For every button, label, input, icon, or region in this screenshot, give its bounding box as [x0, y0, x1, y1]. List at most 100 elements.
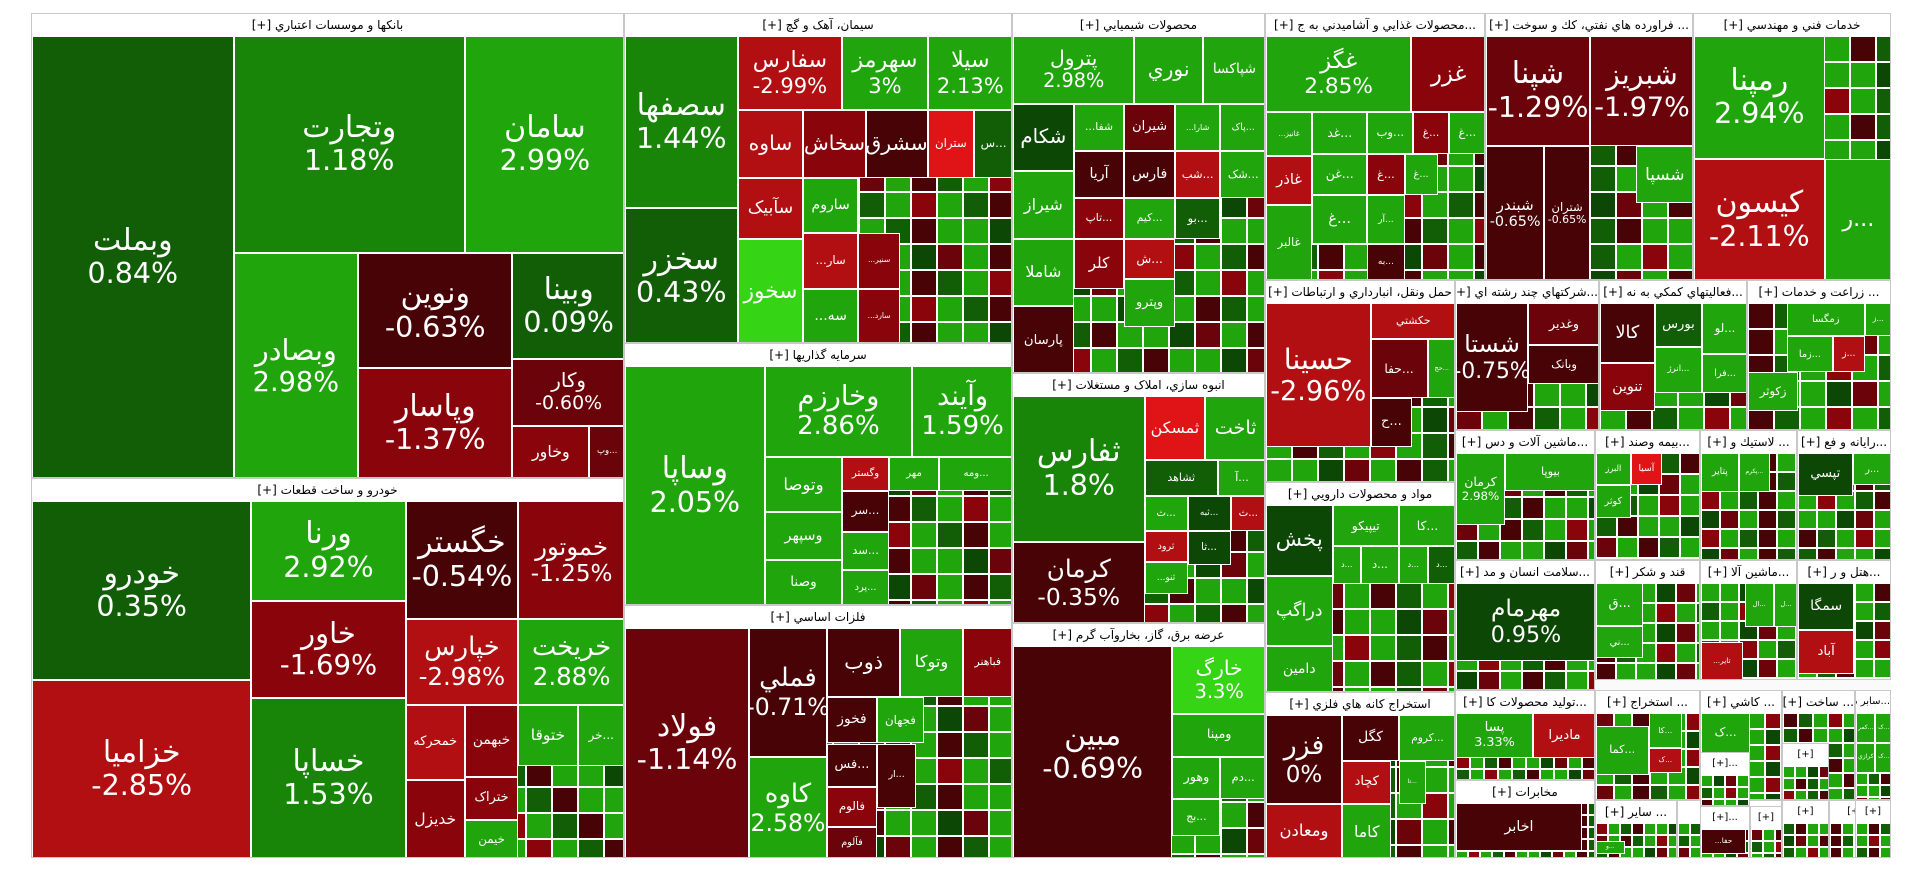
stock-tile[interactable]: کيسون -2.11% [1694, 158, 1825, 279]
small-tile[interactable] [1843, 788, 1854, 799]
small-tile[interactable] [1221, 218, 1247, 244]
small-tile[interactable] [1836, 529, 1855, 548]
small-tile[interactable] [1396, 459, 1422, 481]
small-tile[interactable] [1751, 841, 1763, 853]
small-tile[interactable] [1828, 758, 1843, 773]
small-tile[interactable] [1370, 583, 1396, 609]
small-tile[interactable] [1247, 578, 1264, 604]
small-tile[interactable] [1713, 853, 1725, 857]
small-tile[interactable] [885, 496, 911, 522]
stock-tile[interactable]: سخزر 0.43% [625, 208, 738, 342]
stock-tile[interactable]: وسپهر [764, 512, 843, 561]
stock-tile[interactable]: کرمان 2.98% [1456, 453, 1505, 526]
small-tile[interactable] [1678, 823, 1690, 835]
small-tile[interactable] [963, 244, 989, 270]
stock-tile[interactable]: کچاد [1342, 761, 1392, 805]
stock-tile[interactable]: تنوين [1600, 363, 1655, 411]
stock-tile[interactable]: وساپا 2.05% [625, 366, 765, 604]
small-tile[interactable] [1632, 823, 1644, 835]
stock-tile[interactable]: ساوه [737, 109, 804, 178]
small-tile[interactable] [1566, 541, 1588, 559]
small-tile[interactable] [1422, 661, 1448, 687]
stock-tile[interactable]: حفا... [1701, 829, 1746, 854]
stock-tile[interactable]: سارد... [857, 288, 901, 342]
small-tile[interactable] [1765, 777, 1781, 793]
small-tile[interactable] [1474, 192, 1484, 218]
small-tile[interactable] [1880, 835, 1890, 847]
small-tile[interactable] [989, 496, 1011, 522]
stock-tile[interactable]: پارسان [1013, 306, 1074, 372]
stock-tile[interactable]: ...غ [1367, 153, 1405, 196]
sector-header[interactable]: [+] [1856, 801, 1890, 823]
small-tile[interactable] [1534, 407, 1560, 429]
small-tile[interactable] [963, 836, 989, 857]
stock-tile[interactable]: خريخت 2.88% [518, 619, 623, 706]
stock-tile[interactable]: پتاير [1701, 453, 1739, 492]
stock-tile[interactable]: وتجارت 1.18% [233, 36, 465, 254]
stock-tile[interactable]: سمگا [1798, 583, 1855, 631]
small-tile[interactable] [937, 192, 963, 218]
small-tile[interactable] [1504, 851, 1516, 857]
stock-tile[interactable]: شکام [1013, 103, 1074, 172]
stock-tile[interactable]: فارس [1124, 150, 1175, 199]
stock-tile[interactable]: فجهان [877, 697, 924, 744]
small-tile[interactable] [1850, 88, 1876, 114]
small-tile[interactable] [1448, 583, 1454, 609]
small-tile[interactable] [1749, 761, 1765, 777]
stock-tile[interactable]: وآيند 1.59% [912, 366, 1011, 458]
sector-header[interactable]: ... ساير [+] [1596, 801, 1676, 823]
small-tile[interactable] [1880, 847, 1890, 857]
stock-tile[interactable]: ...پاک [1220, 103, 1264, 151]
small-tile[interactable] [1396, 635, 1422, 661]
small-tile[interactable] [1668, 244, 1692, 270]
small-tile[interactable] [1652, 407, 1678, 429]
small-tile[interactable] [1686, 767, 1699, 785]
small-tile[interactable] [1448, 459, 1454, 481]
stock-tile[interactable]: زمگسا [1786, 303, 1865, 337]
stock-tile[interactable]: خاور -1.69% [251, 601, 406, 698]
stock-tile[interactable]: ...د [1361, 546, 1399, 584]
stock-tile[interactable]: ...کا [1399, 505, 1454, 547]
small-tile[interactable] [1616, 244, 1642, 270]
stock-tile[interactable]: ...کروم [1399, 715, 1454, 762]
stock-tile[interactable]: وبصادر 2.98% [233, 253, 359, 477]
small-tile[interactable] [989, 758, 1011, 784]
small-tile[interactable] [859, 192, 885, 218]
stock-tile[interactable]: ...بو [1174, 198, 1221, 239]
small-tile[interactable] [1221, 604, 1247, 622]
stock-tile[interactable]: وکار -0.60% [512, 359, 623, 426]
small-tile[interactable] [1836, 548, 1855, 559]
small-tile[interactable] [1195, 854, 1221, 857]
small-tile[interactable] [1783, 713, 1798, 728]
sector-header[interactable]: ...هتل و ر [+] [1798, 561, 1890, 583]
small-tile[interactable] [1344, 635, 1370, 661]
stock-tile[interactable]: وپاسار -1.37% [358, 368, 513, 477]
stock-tile[interactable]: ...ل [1773, 583, 1796, 628]
small-tile[interactable] [885, 192, 911, 218]
small-tile[interactable] [1266, 459, 1292, 481]
small-tile[interactable] [1748, 303, 1774, 329]
stock-tile[interactable]: شپاکسا [1202, 36, 1264, 104]
small-tile[interactable] [1680, 495, 1699, 516]
small-tile[interactable] [1686, 713, 1699, 731]
small-tile[interactable] [1777, 640, 1796, 659]
small-tile[interactable] [1824, 36, 1850, 62]
small-tile[interactable] [1588, 519, 1594, 541]
stock-tile[interactable]: ...حفا [1370, 339, 1428, 399]
small-tile[interactable] [1143, 604, 1169, 622]
small-tile[interactable] [1656, 823, 1668, 835]
small-tile[interactable] [1221, 348, 1247, 372]
small-tile[interactable] [1247, 296, 1264, 322]
small-tile[interactable] [1448, 166, 1474, 192]
sector-header[interactable]: [+] [1783, 801, 1828, 823]
small-tile[interactable] [1659, 516, 1680, 537]
sector-header[interactable]: ...شرکتهاي چند رشته اي [+] [1456, 281, 1598, 303]
stock-tile[interactable]: شپنا -1.29% [1486, 36, 1590, 147]
small-tile[interactable] [1492, 851, 1504, 857]
small-tile[interactable] [1758, 678, 1777, 679]
stock-tile[interactable]: بيوپا [1505, 453, 1594, 491]
small-tile[interactable] [1783, 778, 1795, 790]
sector-header[interactable]: مخابرات [+] [1456, 781, 1594, 803]
stock-tile[interactable]: خموتور -1.25% [518, 501, 623, 620]
stock-tile[interactable]: ...شب [1174, 150, 1221, 199]
